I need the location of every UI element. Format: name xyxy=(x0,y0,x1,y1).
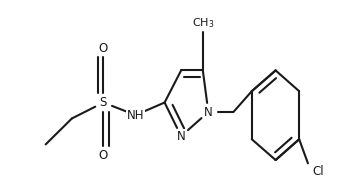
Text: CH$_3$: CH$_3$ xyxy=(191,17,214,30)
Text: O: O xyxy=(99,42,108,55)
Text: N: N xyxy=(204,105,213,118)
Text: N: N xyxy=(177,130,186,143)
Text: O: O xyxy=(99,149,108,162)
Text: S: S xyxy=(100,96,107,109)
Text: NH: NH xyxy=(127,108,144,122)
Text: Cl: Cl xyxy=(313,165,324,178)
